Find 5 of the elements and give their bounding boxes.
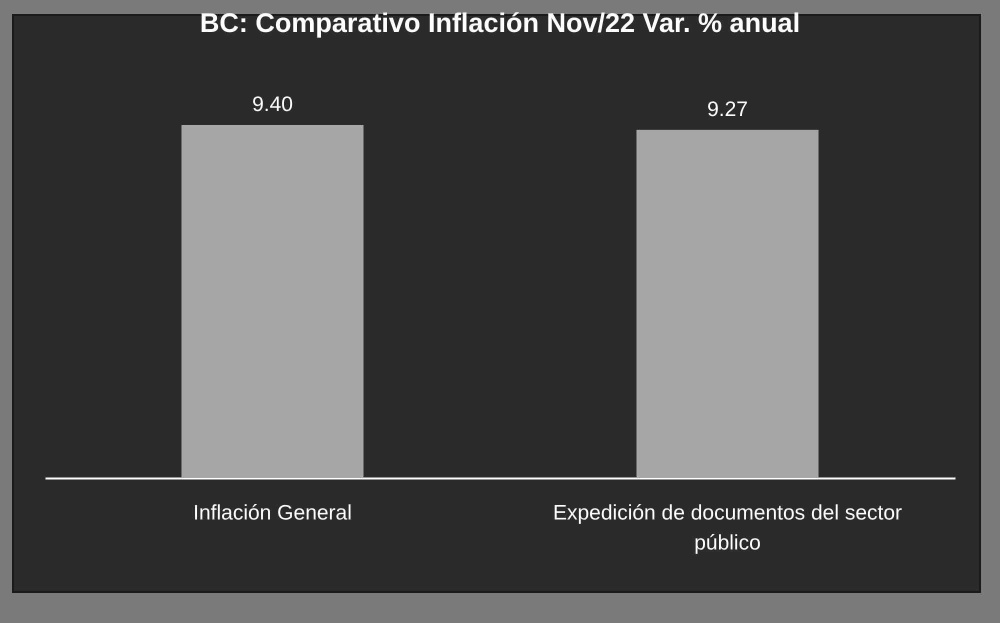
chart-title: BC: Comparativo Inflación Nov/22 Var. % anual — [200, 8, 800, 38]
data-label: 9.27 — [707, 98, 748, 121]
x-tick-label: Inflación General — [193, 502, 352, 524]
x-tick-label: Expedición de documentos del sector público — [552, 502, 902, 554]
data-label: 9.40 — [252, 93, 293, 116]
